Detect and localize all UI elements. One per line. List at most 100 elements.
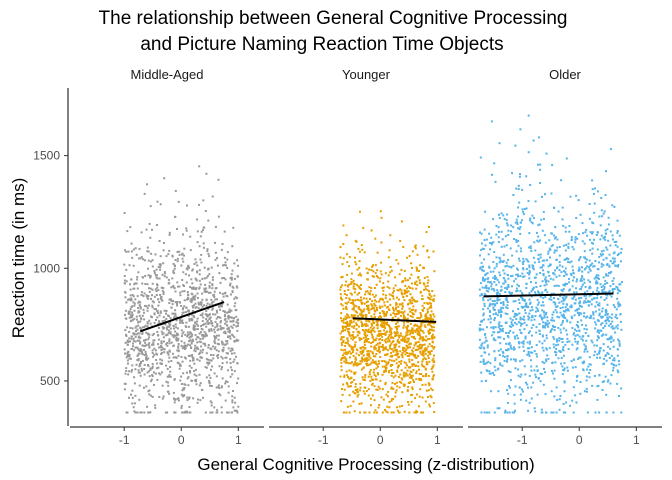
data-point [602, 349, 605, 352]
data-point [201, 351, 204, 354]
data-point [370, 375, 373, 378]
data-point [186, 296, 189, 299]
data-point [223, 230, 226, 233]
data-point [367, 341, 370, 344]
data-point [580, 288, 582, 291]
data-point [354, 299, 357, 302]
data-point [534, 291, 536, 294]
data-point [401, 305, 404, 308]
data-point [151, 395, 154, 398]
data-point [209, 411, 212, 414]
data-point [135, 325, 138, 328]
data-point [432, 318, 435, 321]
data-point [201, 298, 204, 301]
data-point [612, 277, 615, 280]
data-point [522, 306, 525, 308]
data-point [563, 380, 566, 383]
data-point [237, 322, 240, 325]
data-point [143, 373, 146, 376]
data-point [140, 352, 143, 355]
data-point [533, 261, 536, 264]
data-point [214, 251, 217, 254]
data-point [196, 358, 199, 361]
data-point [571, 285, 574, 288]
data-point [505, 296, 508, 299]
data-point [555, 258, 558, 261]
data-point [181, 257, 184, 260]
data-point [163, 309, 166, 312]
data-point [389, 345, 391, 348]
data-point [597, 329, 599, 332]
data-point [507, 370, 510, 373]
data-point [502, 214, 505, 217]
data-point [362, 314, 365, 317]
data-point [433, 346, 436, 348]
data-point [609, 244, 612, 247]
data-point [528, 264, 531, 267]
data-point [422, 331, 425, 334]
x-axis-title: General Cognitive Processing (z-distribu… [197, 455, 534, 474]
data-point [419, 325, 422, 328]
data-point [387, 280, 390, 283]
data-point [175, 336, 178, 339]
data-point [347, 285, 349, 288]
data-point [503, 245, 506, 248]
data-point [520, 250, 523, 253]
data-point [415, 287, 418, 290]
data-point [187, 343, 190, 346]
data-point [202, 242, 205, 245]
data-point [584, 332, 587, 334]
data-point [598, 352, 601, 355]
data-point [506, 358, 509, 361]
data-point [151, 367, 154, 370]
data-point [140, 318, 143, 321]
data-point [207, 219, 210, 222]
data-point [507, 229, 510, 232]
data-point [170, 299, 173, 302]
data-point [545, 311, 548, 314]
data-point [502, 260, 505, 262]
data-point [597, 274, 600, 277]
data-point [219, 281, 222, 284]
data-point [432, 357, 435, 360]
data-point [359, 350, 362, 353]
data-point [605, 170, 607, 173]
data-point [349, 362, 352, 365]
data-point [591, 179, 594, 182]
data-point [594, 310, 597, 313]
data-point [134, 411, 137, 414]
data-point [601, 307, 604, 310]
data-point [523, 349, 526, 352]
data-point [536, 303, 539, 306]
data-point [609, 285, 612, 288]
data-point [535, 353, 538, 355]
data-point [608, 324, 611, 327]
data-point [171, 303, 174, 306]
data-point [364, 339, 366, 342]
data-point [372, 270, 375, 273]
data-point [599, 347, 602, 349]
data-point [415, 378, 418, 381]
data-point [516, 334, 518, 337]
data-point [212, 354, 215, 357]
data-point [433, 270, 436, 273]
data-point [518, 257, 520, 260]
data-point [231, 290, 234, 293]
data-point [230, 325, 233, 328]
data-point [539, 285, 542, 287]
data-point [596, 297, 599, 300]
data-point [498, 407, 501, 410]
data-point [544, 193, 546, 196]
data-point [198, 286, 201, 289]
data-point [199, 349, 202, 352]
data-point [400, 377, 403, 380]
data-point [512, 194, 515, 196]
data-point [561, 338, 564, 340]
data-point [487, 280, 490, 283]
data-point [605, 359, 608, 362]
data-point [366, 305, 369, 308]
data-point [482, 358, 485, 361]
data-point [382, 282, 385, 285]
data-point [578, 268, 581, 271]
data-point [487, 299, 490, 302]
